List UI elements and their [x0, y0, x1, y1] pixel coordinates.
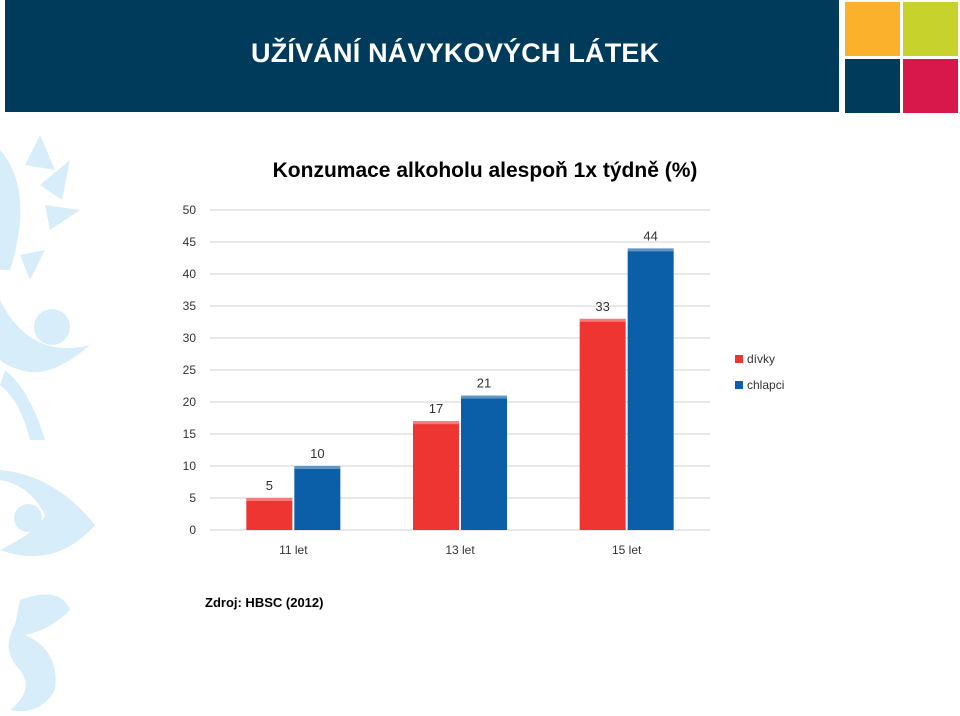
bar-fill	[294, 466, 341, 530]
bar-chart: Konzumace alkoholu alespoň 1x týdně (%) …	[183, 159, 785, 557]
bar-divky	[579, 318, 626, 530]
bar-highlight	[294, 466, 341, 469]
eye-outer	[0, 470, 95, 557]
data-label: 17	[429, 401, 443, 416]
bar-fill	[461, 395, 507, 530]
decorative-logo-shapes	[0, 135, 95, 712]
tile-green	[903, 2, 958, 56]
y-tick-label: 45	[183, 235, 197, 249]
x-tick-label: 11 let	[279, 543, 308, 557]
bar-highlight	[246, 498, 293, 501]
legend-item: chlapci	[735, 378, 784, 392]
bar-fill	[413, 421, 459, 530]
chart-title: Konzumace alkoholu alespoň 1x týdně (%)	[273, 159, 698, 182]
bar-divky	[246, 498, 293, 530]
data-label: 21	[477, 376, 491, 391]
y-tick-label: 5	[189, 491, 196, 505]
bar-fill	[579, 318, 626, 530]
legend-label: chlapci	[747, 378, 784, 392]
data-label: 33	[595, 299, 609, 314]
legend: dívky chlapci	[735, 352, 784, 392]
bar-chlapci	[627, 248, 674, 530]
wave-shape	[8, 594, 71, 712]
tile-red	[903, 59, 958, 113]
y-tick-label: 40	[183, 267, 197, 281]
legend-item: dívky	[735, 352, 775, 366]
y-tick-label: 0	[189, 523, 196, 537]
bar-highlight	[461, 395, 507, 399]
slide-title: UŽÍVÁNÍ NÁVYKOVÝCH LÁTEK	[251, 38, 660, 68]
y-tick-label: 30	[183, 331, 197, 345]
bar-highlight	[413, 421, 459, 425]
bar-fill	[246, 498, 293, 530]
legend-swatch	[735, 381, 743, 389]
grid-lines	[210, 209, 710, 531]
x-tick-label: 13 let	[445, 543, 475, 557]
x-axis-ticks: 11 let 13 let 15 let	[279, 543, 642, 557]
data-label: 44	[643, 228, 657, 243]
bar-divky	[413, 421, 459, 530]
bars	[246, 248, 674, 530]
bar-chlapci	[294, 466, 341, 530]
y-tick-label: 25	[183, 363, 197, 377]
y-tick-label: 35	[183, 299, 197, 313]
eye-pupil	[14, 504, 42, 532]
sun-ray-1	[25, 135, 55, 170]
legend-label: dívky	[747, 352, 775, 366]
y-axis-ticks: 0 5 10 15 20 25 30 35 40 45 50	[183, 203, 197, 537]
data-label: 5	[266, 478, 273, 493]
sun-ray-3	[45, 205, 80, 230]
bar-chlapci	[461, 395, 507, 530]
bar-highlight	[579, 318, 626, 322]
data-labels: 5 10 17 21 33 44	[266, 228, 658, 493]
figure-body	[0, 370, 45, 440]
figure-head	[34, 309, 70, 345]
y-tick-label: 20	[183, 395, 197, 409]
y-tick-label: 50	[183, 203, 197, 217]
data-label: 10	[310, 446, 324, 461]
bar-highlight	[627, 248, 674, 252]
x-tick-label: 15 let	[612, 543, 642, 557]
sun-ray-4	[20, 250, 45, 280]
figure-arm	[0, 300, 90, 373]
bar-fill	[627, 248, 674, 530]
legend-swatch	[735, 355, 743, 363]
source-note: Zdroj: HBSC (2012)	[205, 595, 324, 610]
sun-ray-2	[40, 160, 70, 200]
slide-header: UŽÍVÁNÍ NÁVYKOVÝCH LÁTEK	[5, 0, 839, 112]
y-tick-label: 15	[183, 427, 197, 441]
sun-arc	[0, 150, 21, 270]
tile-orange	[845, 2, 900, 56]
y-tick-label: 10	[183, 459, 197, 473]
tile-navy	[845, 59, 900, 113]
